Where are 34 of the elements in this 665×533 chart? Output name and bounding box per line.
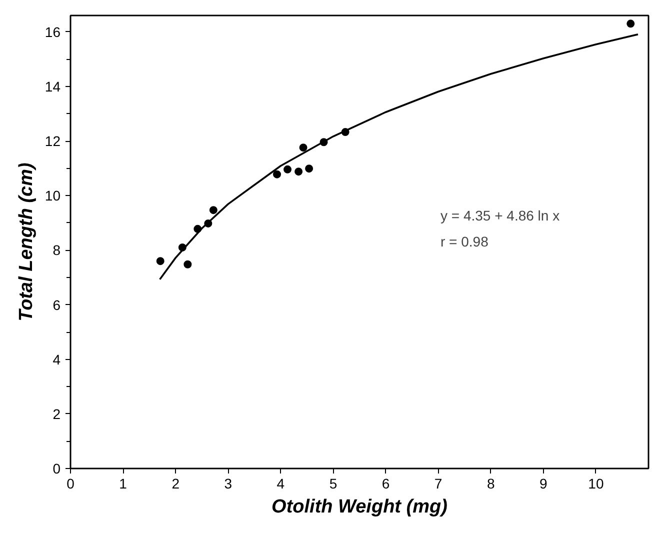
point bbox=[284, 165, 292, 174]
x-tick-label: 0 bbox=[66, 476, 75, 492]
x-tick-label: 10 bbox=[588, 476, 604, 492]
annotation: r = 0.98 bbox=[440, 234, 489, 250]
point bbox=[294, 168, 303, 176]
x-tick-label: 9 bbox=[540, 476, 548, 492]
x-tick-label: 3 bbox=[224, 476, 232, 492]
x-tick-label: 6 bbox=[382, 476, 390, 492]
y-tick-label: 4 bbox=[52, 351, 61, 368]
y-tick-label: 6 bbox=[52, 296, 61, 313]
x-tick-label: 2 bbox=[172, 476, 180, 492]
y-tick-label: 10 bbox=[44, 188, 61, 204]
y-tick-label: 14 bbox=[44, 78, 61, 94]
x-tick-label: 1 bbox=[119, 476, 128, 492]
point bbox=[156, 257, 164, 266]
x-tick-label: 5 bbox=[329, 476, 338, 492]
annotation: y = 4.35 + 4.86 ln x bbox=[440, 208, 560, 224]
x-tick-label: 4 bbox=[276, 476, 285, 492]
y-axis-title: Total Length (cm) bbox=[16, 162, 37, 322]
y-tick-label: 12 bbox=[44, 133, 61, 150]
point bbox=[273, 170, 282, 178]
x-tick-label: 8 bbox=[486, 476, 495, 492]
y-tick-label: 16 bbox=[44, 24, 61, 40]
y-tick-label: 0 bbox=[52, 460, 61, 476]
line-series bbox=[158, 33, 639, 280]
point bbox=[184, 260, 192, 268]
point bbox=[299, 144, 308, 152]
x-axis-title: Otolith Weight (mg) bbox=[272, 496, 448, 518]
point bbox=[305, 164, 314, 173]
point bbox=[209, 206, 218, 214]
y-tick-label: 2 bbox=[52, 406, 61, 422]
x-tick-label: 7 bbox=[434, 476, 442, 492]
point bbox=[626, 20, 635, 28]
y-tick-label: 8 bbox=[52, 242, 61, 258]
